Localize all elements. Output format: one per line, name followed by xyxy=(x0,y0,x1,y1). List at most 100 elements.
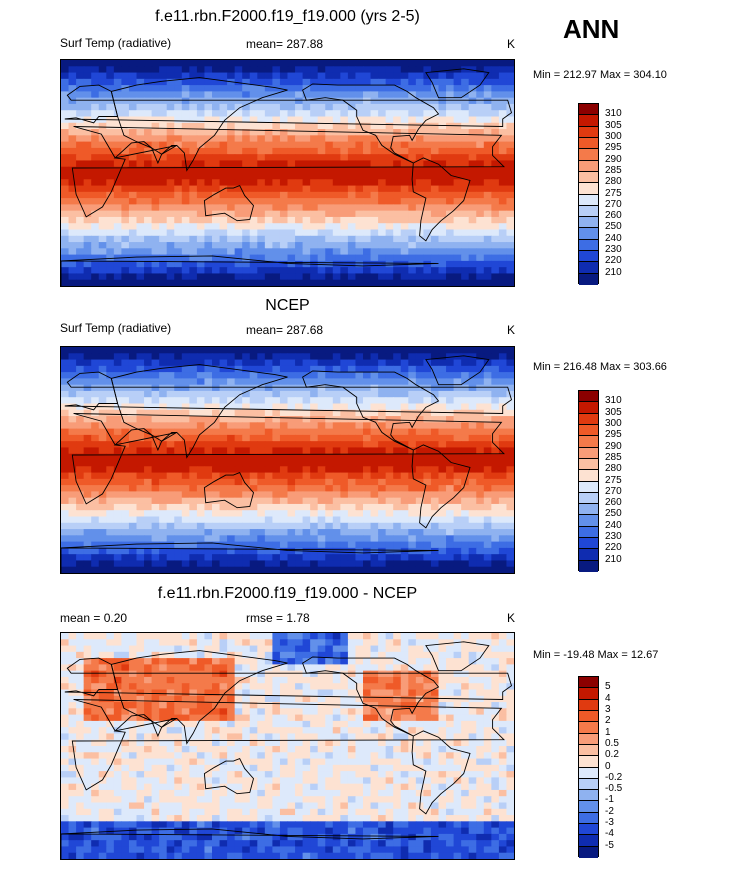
map-cell xyxy=(491,633,500,640)
map-cell xyxy=(98,378,107,386)
map-cell xyxy=(61,173,70,180)
map-cell xyxy=(317,397,326,405)
map-cell xyxy=(196,491,206,499)
map-cell xyxy=(136,516,145,524)
map-cell xyxy=(355,359,364,367)
map-cell xyxy=(295,223,304,231)
map-cell xyxy=(151,66,160,74)
map-cell xyxy=(506,347,514,354)
map-cell xyxy=(385,522,394,530)
map-cell xyxy=(332,179,341,187)
map-cell xyxy=(234,365,243,373)
map-cell xyxy=(302,223,311,231)
map-cell xyxy=(363,472,372,480)
map-cell xyxy=(264,651,273,659)
map-cell xyxy=(144,97,153,105)
map-cell xyxy=(68,491,77,499)
map-cell xyxy=(340,472,349,480)
map-cell xyxy=(91,485,100,492)
map-cell xyxy=(227,390,236,398)
map-cell xyxy=(264,242,273,249)
map-cell xyxy=(340,372,349,379)
map-cell xyxy=(378,347,387,354)
map-cell xyxy=(446,554,455,562)
map-cell xyxy=(91,72,100,80)
map-cell xyxy=(415,254,424,262)
map-cell xyxy=(491,129,500,136)
map-cell xyxy=(491,110,500,118)
map-cell xyxy=(242,279,251,286)
map-cell xyxy=(491,254,500,262)
map-cell xyxy=(204,85,213,92)
map-cell xyxy=(302,510,311,518)
map-cell xyxy=(385,478,394,486)
map-cell xyxy=(242,97,251,105)
map-cell xyxy=(174,166,183,174)
map-cell xyxy=(76,516,85,524)
map-cell xyxy=(113,103,122,111)
map-cell xyxy=(234,633,243,640)
map-cell xyxy=(204,522,213,530)
map-cell xyxy=(385,372,394,379)
map-cell xyxy=(249,216,258,224)
map-cell xyxy=(438,658,447,665)
map-cell xyxy=(446,185,455,193)
map-cell xyxy=(189,384,198,392)
map-cell xyxy=(340,503,349,511)
map-cell xyxy=(370,160,379,168)
map-cell xyxy=(430,216,440,224)
map-cell xyxy=(279,453,289,461)
map-cell xyxy=(227,447,236,455)
map-cell xyxy=(400,353,409,361)
map-cell xyxy=(204,633,213,640)
map-cell xyxy=(423,353,432,361)
map-cell xyxy=(98,535,107,543)
map-cell xyxy=(121,441,130,449)
map-cell xyxy=(212,122,221,130)
map-cell xyxy=(476,390,485,398)
map-cell xyxy=(506,78,514,86)
map-cell xyxy=(378,154,387,162)
map-cell xyxy=(370,97,379,105)
map-cell xyxy=(279,97,289,105)
map-cell xyxy=(408,135,417,143)
map-cell xyxy=(272,378,281,386)
map-cell xyxy=(181,397,190,405)
map-cell xyxy=(468,497,477,505)
map-cell xyxy=(91,122,100,130)
map-cell xyxy=(340,428,349,436)
map-cell xyxy=(61,254,70,262)
map-cell xyxy=(249,472,258,480)
map-cell xyxy=(91,223,100,231)
map-cell xyxy=(136,547,145,555)
map-cell xyxy=(128,645,138,653)
map-cell xyxy=(453,185,462,193)
map-cell xyxy=(242,103,251,111)
map-cell xyxy=(408,639,417,647)
map-cell xyxy=(438,229,447,237)
map-cell xyxy=(264,510,273,518)
map-cell xyxy=(76,664,85,672)
map-cell xyxy=(166,651,175,659)
map-cell xyxy=(446,664,455,672)
map-cell xyxy=(408,204,417,212)
map-cell xyxy=(408,510,417,518)
map-cell xyxy=(378,198,387,205)
map-cell xyxy=(491,535,500,543)
map-cell xyxy=(453,384,462,392)
map-cell xyxy=(68,560,77,568)
map-cell xyxy=(340,254,349,262)
map-cell xyxy=(144,154,153,162)
map-cell xyxy=(128,397,138,405)
map-cell xyxy=(166,683,175,691)
map-cell xyxy=(438,510,447,518)
map-cell xyxy=(415,129,424,136)
map-cell xyxy=(483,267,492,275)
map-cell xyxy=(415,664,424,672)
coastline xyxy=(71,413,505,505)
map-cell xyxy=(159,485,168,492)
map-cell xyxy=(385,541,394,549)
map-cell xyxy=(234,670,243,678)
map-cell xyxy=(61,503,70,511)
map-cell xyxy=(76,384,85,392)
